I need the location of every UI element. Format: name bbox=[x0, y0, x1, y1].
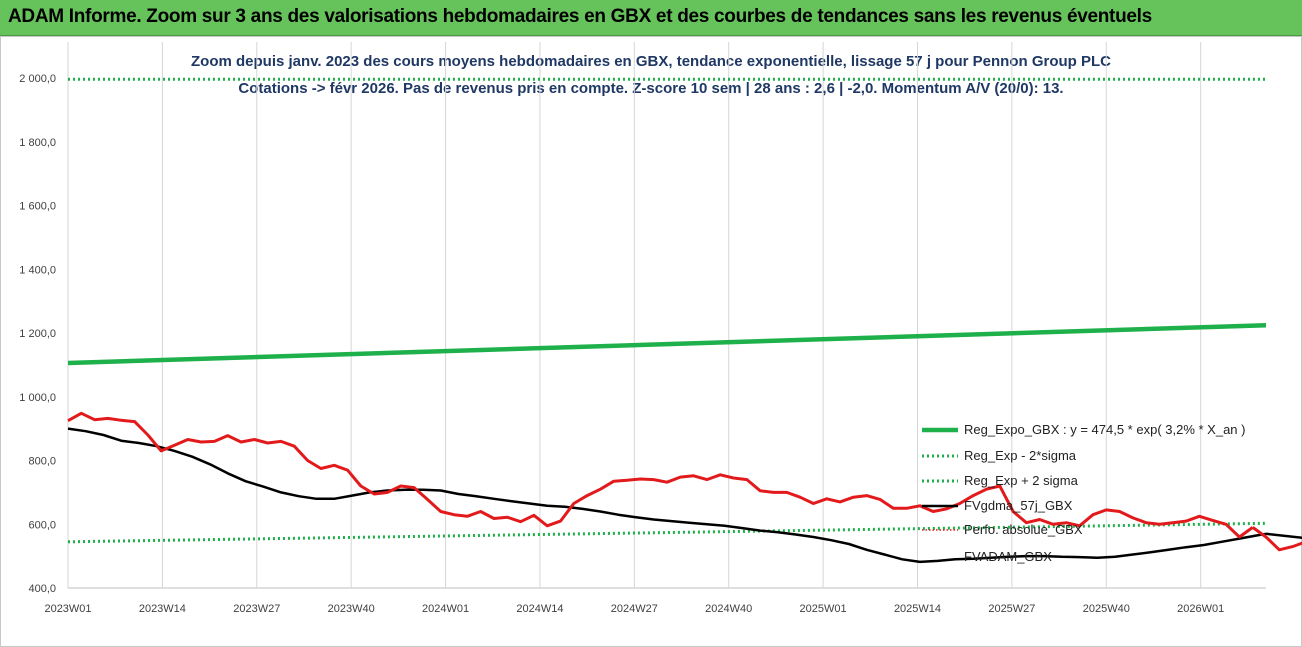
chart-title-line1: Zoom depuis janv. 2023 des cours moyens … bbox=[191, 53, 1111, 70]
report-banner: ADAM Informe. Zoom sur 3 ans des valoris… bbox=[0, 0, 1302, 36]
x-tick-label: 2024W27 bbox=[611, 603, 658, 615]
legend-label: Reg_Expo_GBX : y = 474,5 * exp( 3,2% * X… bbox=[964, 422, 1245, 437]
x-tick-label: 2023W14 bbox=[139, 603, 186, 615]
y-tick-label: 800,0 bbox=[28, 456, 56, 468]
y-tick-label: 1 200,0 bbox=[19, 328, 56, 340]
y-tick-label: 1 800,0 bbox=[19, 137, 56, 149]
x-axis: 2023W01 2023W14 2023W27 2023W40 2024W01 2024W… bbox=[44, 603, 1224, 615]
x-tick-label: 2024W40 bbox=[705, 603, 752, 615]
report-title: ADAM Informe. Zoom sur 3 ans des valoris… bbox=[8, 6, 1152, 27]
y-tick-label: 1 600,0 bbox=[19, 201, 56, 213]
x-tick-label: 2023W27 bbox=[233, 603, 280, 615]
y-axis: 2 000,0 1 800,0 1 600,0 1 400,0 1 200,0 1 000… bbox=[19, 73, 56, 595]
y-tick-label: 1 400,0 bbox=[19, 264, 56, 276]
legend-label: Reg_Exp + 2 sigma bbox=[964, 473, 1079, 488]
x-tick-label: 2025W14 bbox=[894, 603, 941, 615]
legend-label: Reg_Exp - 2*sigma bbox=[964, 448, 1077, 463]
x-tick-label: 2025W40 bbox=[1083, 603, 1130, 615]
series-reg-exp-minus-2sigma bbox=[67, 521, 1267, 544]
chart-grid bbox=[67, 42, 1266, 589]
legend-label: FVADAM_GBX bbox=[964, 549, 1052, 564]
series-reg-expo bbox=[67, 323, 1267, 366]
legend-label: Perfo. absolue_GBX bbox=[964, 522, 1083, 537]
x-tick-label: 2023W01 bbox=[44, 603, 91, 615]
x-tick-label: 2024W01 bbox=[422, 603, 469, 615]
chart-series bbox=[67, 77, 1302, 564]
chart-frame bbox=[0, 36, 1302, 647]
series-weekly-price bbox=[67, 411, 1254, 539]
x-tick-label: 2025W27 bbox=[988, 603, 1035, 615]
x-tick-label: 2026W01 bbox=[1177, 603, 1224, 615]
y-tick-label: 1 000,0 bbox=[19, 392, 56, 404]
legend-label: FVgdma_57j_GBX bbox=[964, 498, 1073, 513]
series-fvgdma bbox=[67, 427, 1267, 564]
x-tick-label: 2025W01 bbox=[800, 603, 847, 615]
y-tick-label: 2 000,0 bbox=[19, 73, 56, 85]
chart-legend: Reg_Expo_GBX : y = 474,5 * exp( 3,2% * X… bbox=[922, 422, 1245, 564]
y-tick-label: 400,0 bbox=[28, 583, 56, 595]
chart-title-line2: Cotations -> févr 2026. Pas de revenus p… bbox=[238, 80, 1063, 97]
x-tick-label: 2023W40 bbox=[328, 603, 375, 615]
x-tick-label: 2024W14 bbox=[516, 603, 563, 615]
y-tick-label: 600,0 bbox=[28, 519, 56, 531]
